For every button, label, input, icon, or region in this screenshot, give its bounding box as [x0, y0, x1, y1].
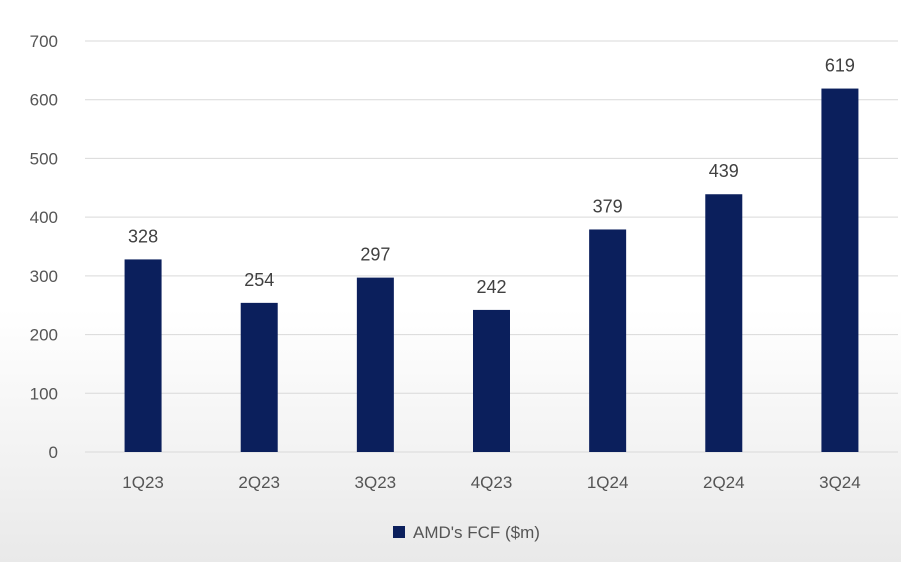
x-axis: 1Q23 2Q23 3Q23 4Q23 1Q24 2Q24 3Q24 — [122, 473, 860, 492]
y-tick-label-700: 700 — [30, 32, 58, 51]
data-label-1q24: 379 — [593, 196, 623, 216]
data-label-3q23: 297 — [360, 245, 390, 265]
data-label-2q23: 254 — [244, 270, 274, 290]
y-tick-label-400: 400 — [30, 208, 58, 227]
x-tick-label-2q23: 2Q23 — [238, 473, 280, 492]
y-tick-label-600: 600 — [30, 91, 58, 110]
bars — [124, 88, 859, 453]
bar-3q24 — [821, 88, 859, 453]
y-axis: 0 100 200 300 400 500 600 700 — [30, 32, 58, 462]
data-label-2q24: 439 — [709, 161, 739, 181]
data-label-1q23: 328 — [128, 226, 158, 246]
x-tick-label-2q24: 2Q24 — [703, 473, 745, 492]
y-tick-label-0: 0 — [49, 443, 58, 462]
x-tick-label-3q24: 3Q24 — [819, 473, 861, 492]
data-label-3q24: 619 — [825, 56, 855, 76]
data-labels: 328 254 297 242 379 439 619 — [128, 56, 855, 297]
x-tick-label-4q23: 4Q23 — [471, 473, 513, 492]
bar-2q24 — [705, 194, 743, 452]
y-tick-label-300: 300 — [30, 267, 58, 286]
bar-4q23 — [473, 309, 510, 452]
bar-3q23 — [356, 277, 394, 452]
x-tick-label-3q23: 3Q23 — [355, 473, 397, 492]
y-tick-label-200: 200 — [30, 326, 58, 345]
y-tick-label-100: 100 — [30, 384, 58, 403]
bar-1q24 — [589, 229, 627, 452]
x-tick-label-1q24: 1Q24 — [587, 473, 629, 492]
x-tick-label-1q23: 1Q23 — [122, 473, 164, 492]
legend-label: AMD's FCF ($m) — [413, 523, 540, 542]
bar-2q23 — [240, 302, 278, 452]
data-label-4q23: 242 — [476, 277, 506, 297]
bar-1q23 — [124, 259, 162, 452]
legend: AMD's FCF ($m) — [393, 523, 540, 542]
legend-swatch — [393, 526, 405, 538]
y-tick-label-500: 500 — [30, 149, 58, 168]
